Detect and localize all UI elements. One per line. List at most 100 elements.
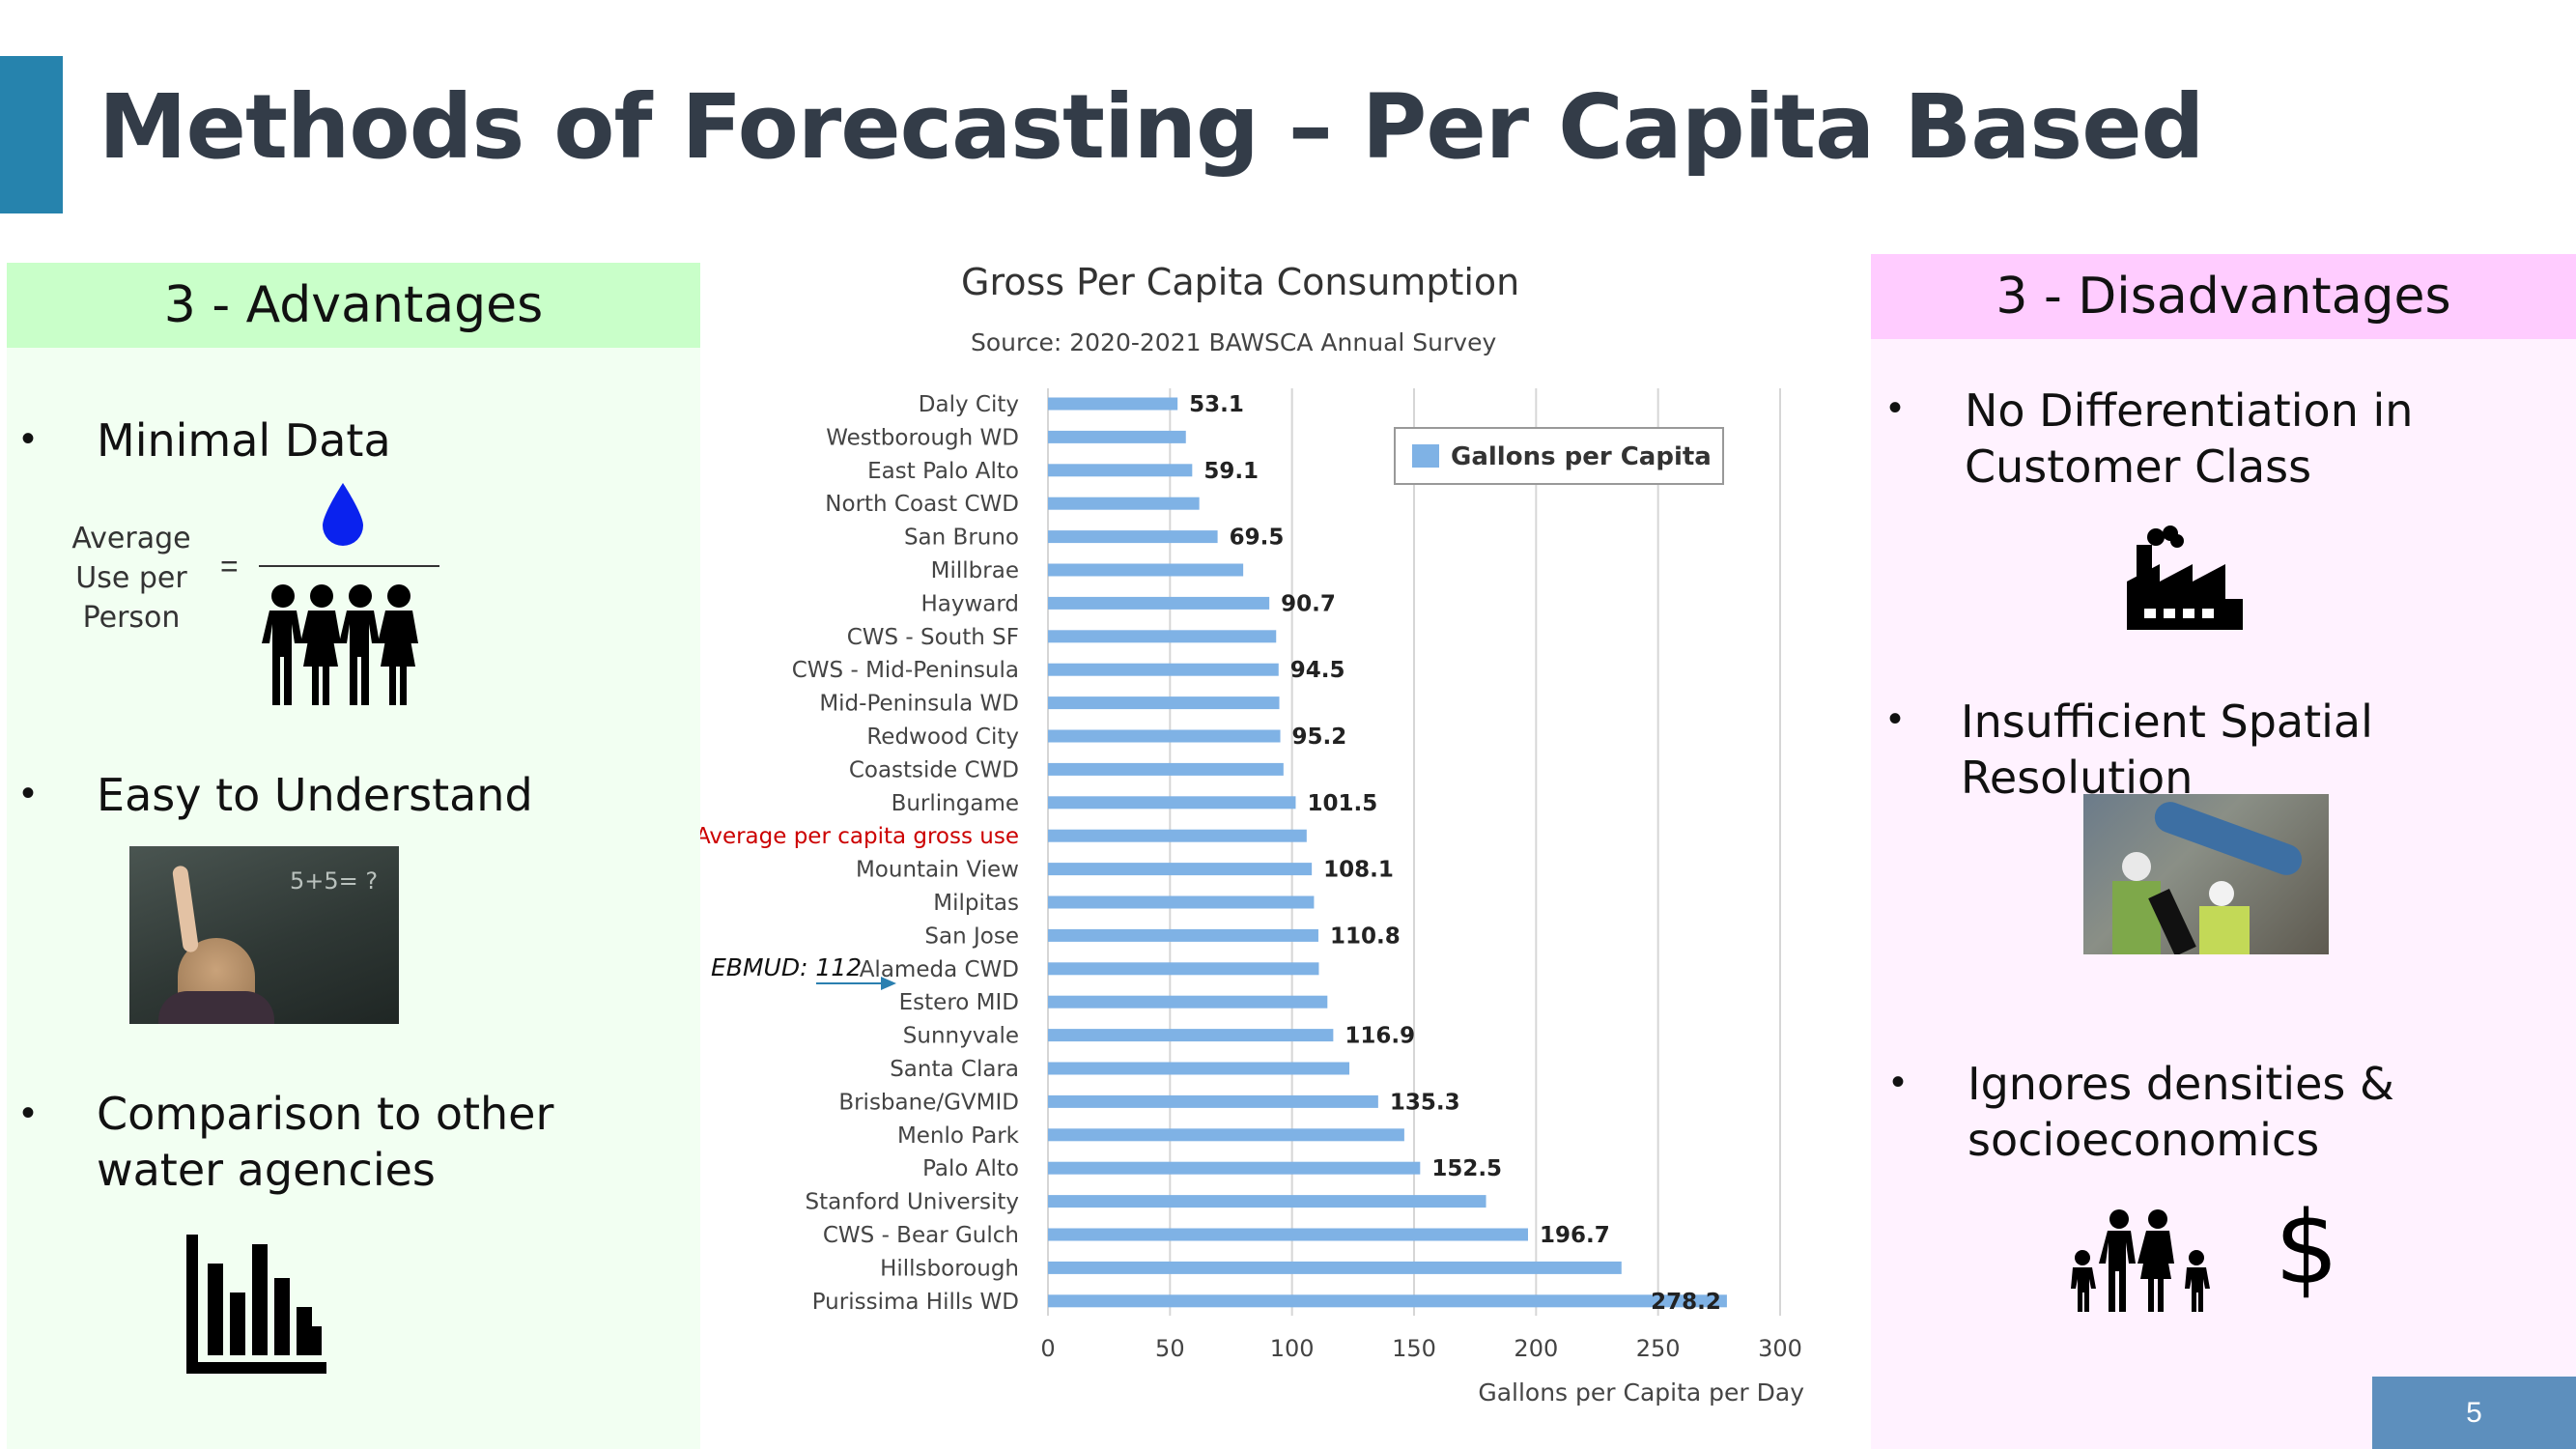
bullet-dot: •	[21, 417, 36, 460]
ebmud-annotation: EBMUD: 112	[711, 953, 896, 990]
bullet-dot: •	[1891, 1061, 1906, 1103]
bar	[1048, 1062, 1350, 1075]
category-label: Hayward	[920, 591, 1019, 616]
x-tick-label: 250	[1636, 1335, 1681, 1362]
bar	[1048, 796, 1296, 810]
bar	[1048, 663, 1279, 676]
bar	[1048, 829, 1307, 842]
bar	[1048, 596, 1270, 610]
fraction-line	[259, 565, 439, 567]
category-label: Estero MID	[899, 990, 1019, 1015]
bar	[1048, 1094, 1378, 1108]
bar	[1048, 1195, 1486, 1208]
advantage-comparison: Comparison to other water agencies	[97, 1088, 554, 1196]
category-label: Mountain View	[856, 858, 1019, 883]
bar	[1048, 1294, 1727, 1308]
family-icon	[2071, 1209, 2210, 1312]
factory-icon	[2127, 526, 2243, 630]
x-axis-label: Gallons per Capita per Day	[1478, 1378, 1804, 1406]
x-tick-label: 100	[1270, 1335, 1315, 1362]
legend-label: Gallons per Capita	[1451, 442, 1712, 471]
data-label: 116.9	[1345, 1024, 1415, 1049]
bar	[1048, 630, 1277, 643]
category-label: Menlo Park	[897, 1123, 1020, 1149]
bar	[1048, 729, 1281, 743]
disadvantage-densities: Ignores densities & socioeconomics	[1967, 1058, 2394, 1166]
bar-chart: Daly City Westborough WD East Palo Alto Nor…	[700, 388, 1804, 1406]
x-tick-label: 50	[1155, 1335, 1185, 1362]
disadvantage-spatial-resolution: Insufficient Spatial Resolution	[1961, 696, 2373, 804]
bullet-dot: •	[21, 1092, 36, 1134]
bar	[1048, 895, 1315, 909]
chart-legend: Gallons per Capita	[1394, 427, 1724, 485]
bar	[1048, 530, 1218, 544]
x-tick-label: 150	[1392, 1335, 1436, 1362]
category-label: CWS - South SF	[847, 625, 1019, 650]
category-label: Hillsborough	[880, 1256, 1019, 1281]
category-label: North Coast CWD	[825, 492, 1019, 517]
category-label: Westborough WD	[826, 425, 1019, 450]
chalkboard-text: 5+5= ?	[290, 867, 379, 895]
data-label: 69.5	[1230, 526, 1285, 551]
category-label: Daly City	[919, 392, 1019, 417]
construction-photo	[2083, 794, 2329, 954]
bar	[1048, 995, 1328, 1009]
category-label: Sunnyvale	[903, 1024, 1019, 1049]
chart-title: Gross Per Capita Consumption	[961, 261, 1520, 303]
x-tick-label: 200	[1514, 1335, 1558, 1362]
bar	[1048, 397, 1178, 411]
bar	[1048, 696, 1280, 710]
bar	[1048, 928, 1318, 942]
bullet-dot: •	[1888, 697, 1903, 740]
data-label: 152.5	[1431, 1156, 1502, 1181]
formula-equals: =	[220, 549, 239, 583]
advantages-panel: 3 - Advantages	[7, 263, 700, 1449]
data-label: 94.5	[1290, 658, 1345, 683]
data-label: 196.7	[1540, 1223, 1610, 1248]
category-label: Palo Alto	[922, 1156, 1019, 1181]
bar	[1048, 430, 1186, 443]
category-label: Santa Clara	[890, 1057, 1019, 1082]
advantages-heading: 3 - Advantages	[7, 263, 700, 348]
bullet-dot: •	[21, 772, 36, 814]
dollar-icon: $	[2275, 1189, 2339, 1307]
data-label: 108.1	[1323, 858, 1394, 883]
annotation-text: EBMUD: 112	[711, 953, 862, 981]
bar	[1048, 464, 1193, 477]
disadvantage-customer-class: No Differentiation in Customer Class	[1965, 384, 2414, 493]
page-number: 5	[2372, 1377, 2576, 1449]
disadvantages-heading: 3 - Disadvantages	[1871, 254, 2576, 339]
data-label: 278.2	[1651, 1290, 1721, 1315]
category-label: CWS - Mid-Peninsula	[792, 658, 1019, 683]
chart-subtitle: Source: 2020-2021 BAWSCA Annual Survey	[971, 328, 1497, 356]
bar	[1048, 1228, 1528, 1241]
category-label: San Jose	[924, 923, 1019, 949]
category-label: CWS - Bear Gulch	[823, 1223, 1019, 1248]
category-label: Purissima Hills WD	[812, 1290, 1019, 1315]
water-drop-icon	[323, 483, 363, 546]
data-label: 90.7	[1281, 591, 1336, 616]
category-label: East Palo Alto	[867, 459, 1019, 484]
data-label: 53.1	[1189, 392, 1244, 417]
x-tick-label: 300	[1758, 1335, 1802, 1362]
category-label: Mid-Peninsula WD	[819, 692, 1019, 717]
advantage-easy-to-understand: Easy to Understand	[97, 769, 533, 821]
slide-title: Methods of Forecasting – Per Capita Base…	[99, 75, 2204, 179]
category-label: Millbrae	[931, 558, 1019, 583]
bar	[1048, 497, 1200, 510]
data-label: 135.3	[1390, 1090, 1460, 1115]
data-label: 110.8	[1330, 923, 1401, 949]
category-label: Brisbane/GVMID	[838, 1090, 1019, 1115]
category-label: Burlingame	[892, 791, 1019, 816]
category-label: San Bruno	[904, 526, 1019, 551]
category-label: Average per capita gross use	[700, 824, 1019, 849]
bar	[1048, 762, 1284, 776]
formula-left-text: Average Use per Person	[71, 522, 191, 635]
bullet-dot: •	[1888, 386, 1903, 429]
category-label: Alameda CWD	[860, 957, 1019, 982]
advantage-minimal-data: Minimal Data	[97, 414, 391, 467]
x-tick-label: 0	[1040, 1335, 1055, 1362]
bar	[1048, 863, 1313, 876]
bar-chart-icon	[186, 1235, 326, 1374]
bar	[1048, 563, 1244, 577]
